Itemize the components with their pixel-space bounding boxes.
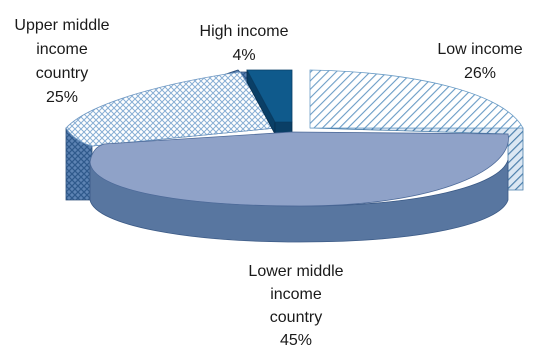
label-low-line1: Low income <box>437 41 522 58</box>
slice-lower-middle-top <box>89 131 509 207</box>
label-upper-middle-value: 25% <box>46 89 78 106</box>
slice-low <box>309 69 524 191</box>
slice-upper-middle-top <box>65 71 276 147</box>
slice-high <box>246 69 293 137</box>
label-low: Low income 26% <box>437 41 522 82</box>
label-lower-middle: Lower middle income country 45% <box>248 263 343 345</box>
label-low-value: 26% <box>464 65 496 82</box>
label-high-line1: High income <box>200 23 289 40</box>
label-lower-middle-value: 45% <box>280 332 312 345</box>
slice-lower-middle <box>89 131 509 243</box>
label-upper-middle-line3: country <box>36 65 88 82</box>
label-upper-middle-line1: Upper middle <box>14 17 109 34</box>
label-lower-middle-line3: country <box>270 309 322 326</box>
slice-high-top <box>246 69 293 123</box>
label-lower-middle-line2: income <box>270 286 322 303</box>
label-lower-middle-line1: Lower middle <box>248 263 343 280</box>
slice-low-top <box>309 69 524 129</box>
label-upper-middle: Upper middle income country 25% <box>14 17 109 106</box>
label-high-value: 4% <box>232 47 255 64</box>
label-high: High income 4% <box>200 23 289 64</box>
label-upper-middle-line2: income <box>36 41 88 58</box>
